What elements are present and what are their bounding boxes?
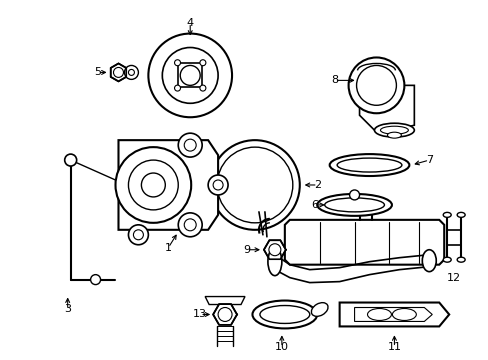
- Text: 5: 5: [94, 67, 101, 77]
- Ellipse shape: [442, 257, 450, 262]
- Circle shape: [217, 147, 292, 223]
- Ellipse shape: [252, 301, 317, 328]
- Circle shape: [348, 58, 404, 113]
- Polygon shape: [359, 80, 413, 130]
- Circle shape: [200, 85, 205, 91]
- Text: 6: 6: [310, 200, 318, 210]
- Polygon shape: [110, 63, 126, 81]
- Ellipse shape: [324, 198, 384, 212]
- Circle shape: [218, 307, 232, 321]
- Polygon shape: [264, 240, 285, 259]
- Text: 11: 11: [386, 342, 401, 352]
- Circle shape: [115, 147, 191, 223]
- Circle shape: [141, 173, 165, 197]
- Text: 9: 9: [243, 245, 250, 255]
- Polygon shape: [354, 307, 431, 321]
- Ellipse shape: [336, 158, 401, 172]
- Circle shape: [174, 85, 180, 91]
- Circle shape: [268, 244, 280, 256]
- Circle shape: [178, 133, 202, 157]
- Polygon shape: [213, 304, 237, 325]
- Ellipse shape: [442, 212, 450, 217]
- Ellipse shape: [367, 309, 390, 320]
- Ellipse shape: [456, 257, 464, 262]
- Circle shape: [180, 66, 200, 85]
- Circle shape: [184, 139, 196, 151]
- Circle shape: [64, 154, 77, 166]
- Ellipse shape: [317, 194, 391, 216]
- Ellipse shape: [311, 303, 327, 316]
- Circle shape: [200, 60, 205, 66]
- Text: 1: 1: [164, 243, 171, 253]
- Text: 2: 2: [313, 180, 321, 190]
- Text: 10: 10: [274, 342, 288, 352]
- Polygon shape: [285, 220, 443, 265]
- Text: 4: 4: [186, 18, 193, 28]
- Bar: [178, 63, 202, 87]
- Ellipse shape: [422, 250, 435, 272]
- Circle shape: [128, 69, 134, 75]
- Text: 13: 13: [193, 310, 207, 319]
- Ellipse shape: [260, 306, 309, 323]
- Polygon shape: [118, 140, 218, 230]
- Ellipse shape: [380, 126, 407, 134]
- Circle shape: [162, 48, 218, 103]
- Ellipse shape: [267, 248, 281, 276]
- Circle shape: [90, 275, 101, 285]
- Ellipse shape: [329, 154, 408, 176]
- Ellipse shape: [456, 212, 464, 217]
- Circle shape: [210, 140, 299, 230]
- Circle shape: [184, 219, 196, 231]
- Text: 12: 12: [446, 273, 460, 283]
- Ellipse shape: [386, 132, 401, 138]
- Circle shape: [208, 175, 227, 195]
- Circle shape: [113, 67, 123, 77]
- Circle shape: [124, 66, 138, 80]
- Circle shape: [213, 180, 223, 190]
- Circle shape: [148, 33, 232, 117]
- Circle shape: [349, 190, 359, 200]
- Text: 7: 7: [425, 155, 432, 165]
- Text: 3: 3: [64, 305, 71, 315]
- Polygon shape: [205, 297, 244, 305]
- Circle shape: [174, 60, 180, 66]
- Ellipse shape: [392, 309, 415, 320]
- Ellipse shape: [374, 123, 413, 137]
- Circle shape: [128, 225, 148, 245]
- Text: 8: 8: [330, 75, 338, 85]
- Circle shape: [356, 66, 396, 105]
- Circle shape: [178, 213, 202, 237]
- Circle shape: [133, 230, 143, 240]
- Polygon shape: [339, 302, 448, 327]
- Circle shape: [128, 160, 178, 210]
